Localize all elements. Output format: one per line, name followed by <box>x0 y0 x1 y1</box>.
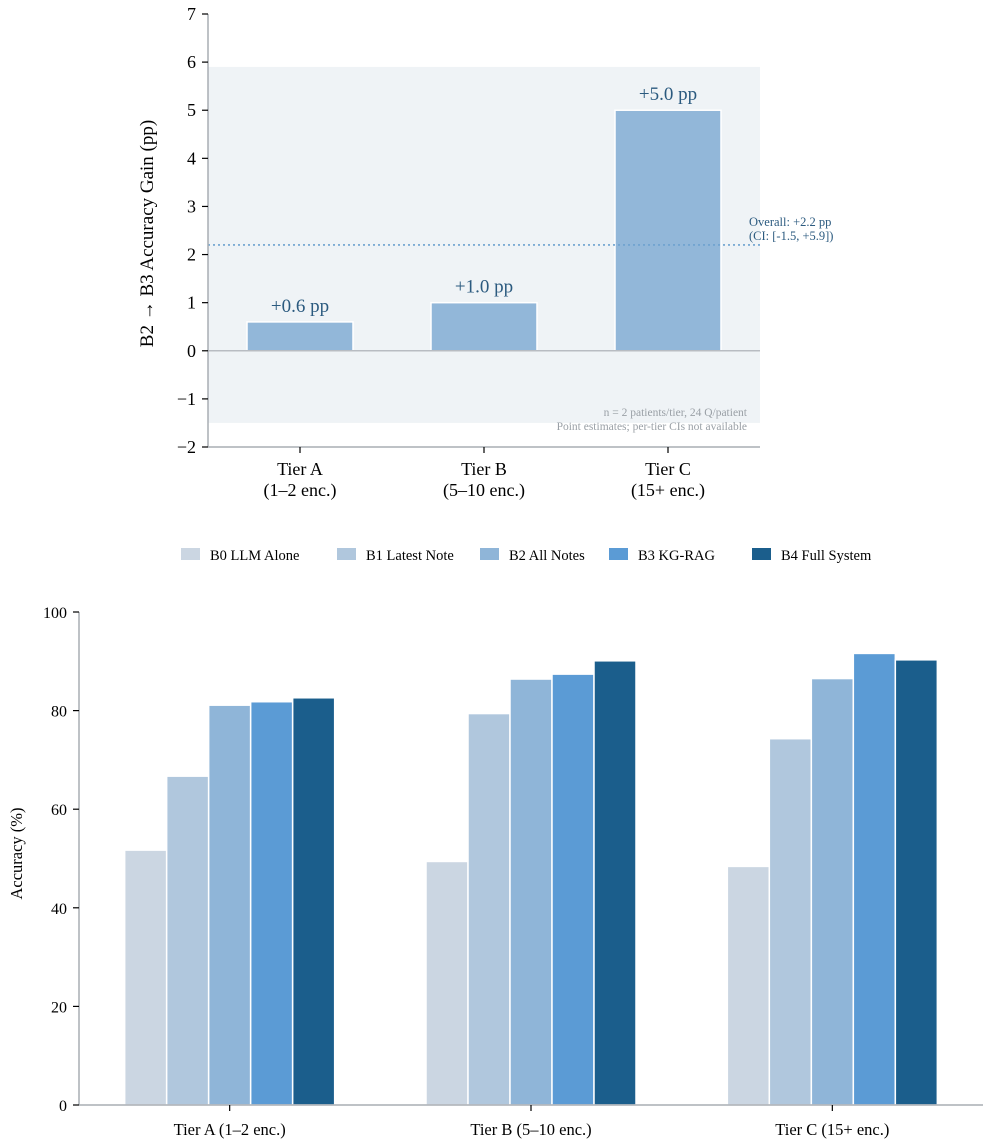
legend-label: B2 All Notes <box>509 548 585 564</box>
accuracy-bar <box>165 775 210 1106</box>
accuracy-bar <box>509 678 553 1106</box>
x-tick-label: Tier C (15+ enc.) <box>631 459 705 501</box>
legend-swatch <box>752 548 771 560</box>
y-tick-label: 40 <box>51 901 67 918</box>
accuracy-bar <box>467 712 511 1106</box>
accuracy-bar <box>123 849 168 1106</box>
accuracy-bar <box>593 660 637 1106</box>
overall-annotation: Overall: +2.2 pp (CI: [-1.5, +5.9]) <box>749 215 833 243</box>
legend-label: B1 Latest Note <box>366 548 454 564</box>
legend-label: B3 KG-RAG <box>638 548 715 564</box>
y-tick-label: −2 <box>177 437 196 457</box>
accuracy-bar <box>551 673 595 1106</box>
legend-swatch <box>480 548 499 560</box>
y-tick-label: 60 <box>51 802 67 819</box>
gain-bar-label: +1.0 pp <box>455 277 513 298</box>
x-tick-label: Tier B (5–10 enc.) <box>470 1120 591 1139</box>
footnote: n = 2 patients/tier, 24 Q/patient Point e… <box>557 407 748 433</box>
accuracy-bar <box>852 652 897 1106</box>
gain-bar-label: +5.0 pp <box>639 84 697 105</box>
y-tick-label: 0 <box>187 341 196 361</box>
accuracy-bar <box>207 704 252 1106</box>
y-tick-label: 0 <box>59 1098 67 1115</box>
x-tick-label: Tier C (15+ enc.) <box>775 1120 889 1139</box>
x-tick-label: Tier A (1–2 enc.) <box>174 1120 286 1139</box>
y-tick-label: 100 <box>43 605 67 622</box>
accuracy-bar <box>726 865 771 1106</box>
y-tick-label: 80 <box>51 704 67 721</box>
x-tick-label: Tier A (1–2 enc.) <box>264 459 337 501</box>
legend-swatch <box>337 548 356 560</box>
y-tick-label: 7 <box>187 4 196 24</box>
x-tick-label-line: (5–10 enc.) <box>443 480 525 501</box>
gain-bar <box>430 301 538 352</box>
y-axis-label: Accuracy (%) <box>7 807 26 899</box>
overall-annotation-line: Overall: +2.2 pp <box>749 215 831 229</box>
y-tick-label: 4 <box>187 148 196 168</box>
legend-label: B4 Full System <box>781 548 872 564</box>
accuracy-bar <box>425 860 469 1106</box>
x-tick-label: Tier B (5–10 enc.) <box>443 459 525 501</box>
y-axis-label: B2 → B3 Accuracy Gain (pp) <box>137 120 158 347</box>
accuracy-bar <box>768 737 813 1106</box>
gain-bar <box>614 109 722 352</box>
legend-swatch <box>609 548 628 560</box>
y-tick-label: 2 <box>187 245 196 265</box>
x-tick-label-line: Tier B <box>461 459 507 479</box>
overall-annotation-line: (CI: [-1.5, +5.9]) <box>749 229 833 243</box>
x-tick-label-line: (15+ enc.) <box>631 480 705 501</box>
legend-swatch <box>181 548 200 560</box>
accuracy-bar <box>249 700 294 1106</box>
legend: B0 LLM Alone B1 Latest Note B2 All Notes B3… <box>181 548 872 564</box>
accuracy-bar <box>810 677 855 1106</box>
gain-bar-label: +0.6 pp <box>271 296 329 317</box>
y-tick-label: −1 <box>177 389 196 409</box>
y-tick-label: 5 <box>187 100 196 120</box>
legend-label: B0 LLM Alone <box>210 548 299 564</box>
accuracy-bar <box>894 659 939 1106</box>
y-tick-label: 6 <box>187 52 196 72</box>
x-tick-label-line: (1–2 enc.) <box>264 480 337 501</box>
y-tick-label: 1 <box>187 293 196 313</box>
accuracy-bar <box>291 697 336 1106</box>
footnote-line: n = 2 patients/tier, 24 Q/patient <box>604 407 748 419</box>
gain-bar <box>246 321 354 352</box>
x-tick-label-line: Tier C <box>645 459 691 479</box>
gain-chart: +0.6 pp +1.0 pp +5.0 pp Overall: +2.2 pp (CI… <box>137 4 833 501</box>
accuracy-chart: 0 20 40 60 80 100 Tier A (1–2 enc.) Tier B (5–1… <box>7 605 983 1139</box>
x-tick-label-line: Tier A <box>277 459 323 479</box>
y-tick-label: 3 <box>187 196 196 216</box>
y-tick-label: 20 <box>51 999 67 1016</box>
footnote-line: Point estimates; per-tier CIs not availa… <box>557 421 747 433</box>
